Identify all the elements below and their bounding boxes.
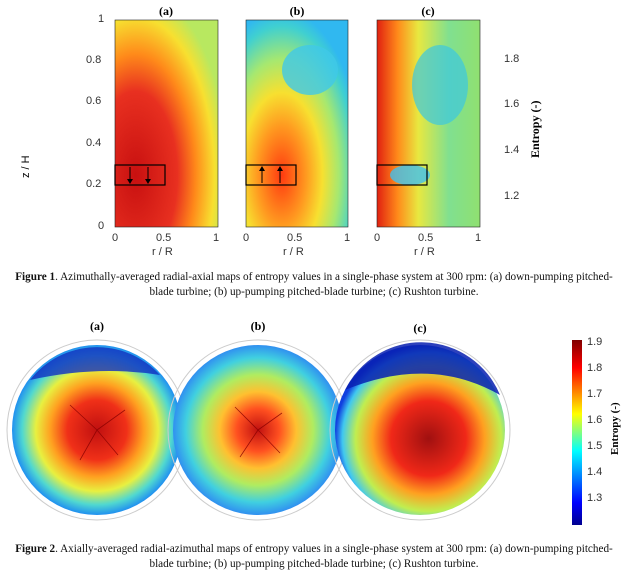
panel-b-title: (b)	[289, 4, 305, 18]
x-axis-label: r / R	[152, 246, 173, 258]
ytick: 0.8	[86, 54, 102, 66]
colorbar-label: Entropy (-)	[528, 100, 542, 158]
colorbar-tick: 1.5	[587, 440, 603, 452]
colorbar-tick: 1.6	[504, 98, 520, 110]
xtick: 0	[243, 232, 250, 244]
panel-a-title: (a)	[159, 4, 173, 18]
caption-label: Figure 1	[15, 271, 56, 283]
impeller-outline-a	[114, 164, 166, 186]
colorbar	[572, 340, 582, 525]
impeller-outline-c	[376, 164, 428, 186]
ytick: 1	[98, 13, 105, 25]
xtick: 0	[374, 232, 381, 244]
caption-text: . Azimuthally-averaged radial-axial maps…	[55, 271, 613, 298]
polar-map-c	[335, 345, 505, 515]
xtick: 0	[112, 232, 119, 244]
ytick: 0.6	[86, 95, 102, 107]
panel-a-title: (a)	[90, 319, 104, 333]
colorbar-tick: 1.4	[504, 144, 520, 156]
xtick: 1	[213, 232, 220, 244]
colorbar-tick: 1.6	[587, 414, 603, 426]
ytick: 0.2	[86, 178, 102, 190]
xtick: 0.5	[418, 232, 434, 244]
figure-2-maps	[6, 339, 582, 525]
colorbar-tick: 1.2	[504, 190, 520, 202]
x-axis-label: r / R	[414, 246, 435, 258]
colorbar-tick: 1.4	[587, 466, 603, 478]
figure-2-caption: Figure 2. Axially-averaged radial-azimut…	[6, 542, 622, 572]
xtick: 1	[344, 232, 351, 244]
figure-1-maps	[114, 19, 481, 228]
caption-label: Figure 2	[15, 543, 56, 555]
colorbar-tick: 1.8	[587, 362, 603, 374]
panel-b-title: (b)	[250, 319, 266, 333]
figure-2: (a) (b) (c) 1.9 1.8 1.7 1.6 1.5 1.4 1.3 …	[0, 315, 628, 578]
panel-c-title: (c)	[421, 4, 435, 18]
xtick: 1	[475, 232, 482, 244]
caption-text: . Axially-averaged radial-azimuthal maps…	[55, 543, 613, 570]
ytick: 0.4	[86, 137, 102, 149]
colorbar-tick: 1.7	[587, 388, 603, 400]
colorbar-tick: 1.8	[504, 53, 520, 65]
xtick: 0.5	[287, 232, 303, 244]
figure-1-caption: Figure 1. Azimuthally-averaged radial-ax…	[6, 270, 622, 300]
y-axis-label: z / H	[20, 155, 32, 178]
ytick: 0	[98, 220, 105, 232]
figure-1: (a) (b) (c) z / H 1 0.8 0.6 0.4 0.2 0 1.…	[6, 4, 622, 300]
xtick: 0.5	[156, 232, 172, 244]
panel-c-title: (c)	[413, 321, 427, 335]
colorbar-tick: 1.9	[587, 336, 603, 348]
colorbar-tick: 1.3	[587, 492, 603, 504]
x-axis-label: r / R	[283, 246, 304, 258]
colorbar-label: Entropy (-)	[609, 402, 621, 455]
impeller-outline-b	[245, 164, 297, 186]
